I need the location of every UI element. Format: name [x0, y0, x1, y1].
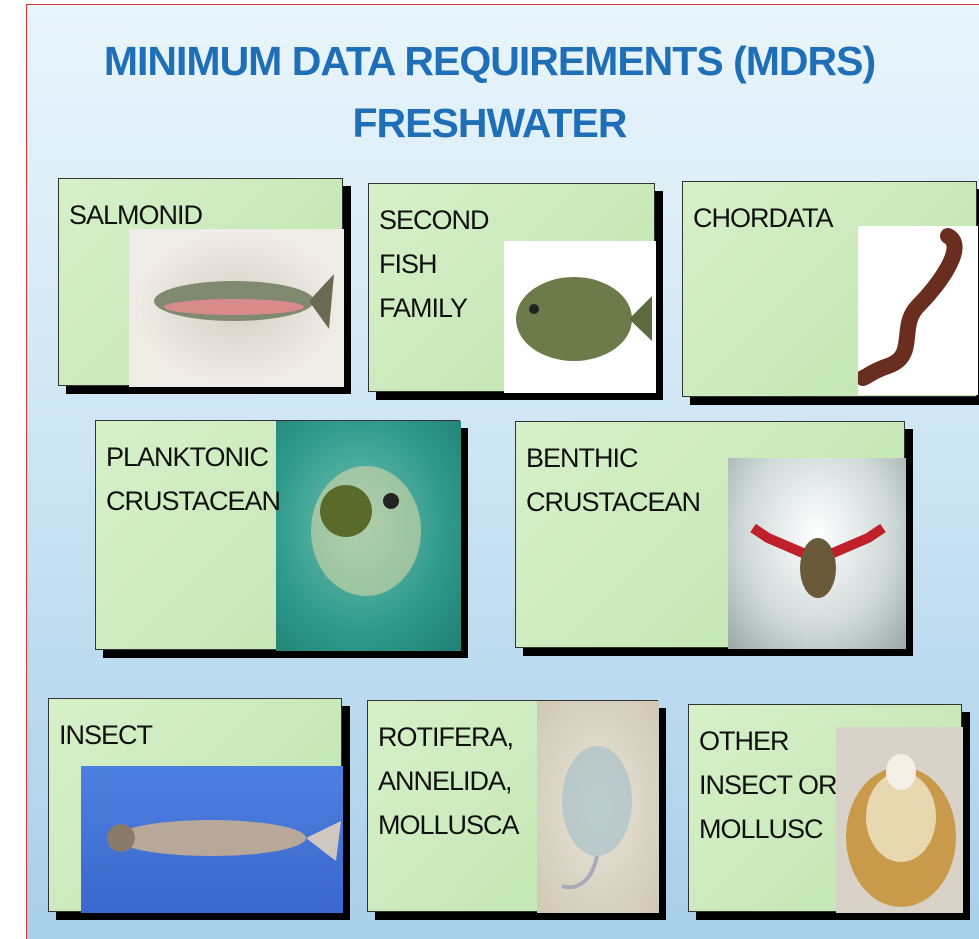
- illustration: [561, 746, 632, 890]
- card-image: [858, 226, 978, 395]
- card: PLANKTONIC CRUSTACEAN: [95, 420, 461, 651]
- card-label: OTHER INSECT OR MOLLUSC: [699, 719, 838, 851]
- card: INSECT: [48, 698, 343, 913]
- label-line: CRUSTACEAN: [106, 486, 281, 516]
- illustration: [154, 274, 334, 329]
- label-line: MOLLUSCA: [378, 810, 520, 840]
- card: ROTIFERA, ANNELIDA, MOLLUSCA: [367, 700, 659, 913]
- card-image: [276, 421, 461, 651]
- card: CHORDATA: [682, 181, 978, 397]
- card-image: [129, 229, 344, 387]
- label-line: SECOND: [379, 205, 490, 235]
- label-line: CRUSTACEAN: [526, 487, 701, 517]
- label-line: INSECT OR: [699, 770, 838, 800]
- slide-title: FRESHWATER: [352, 100, 628, 146]
- illustration: [858, 228, 963, 386]
- label-line: FAMILY: [379, 293, 468, 323]
- card-image: [728, 458, 906, 649]
- illustration: [107, 820, 341, 861]
- label-line: ANNELIDA,: [378, 766, 513, 796]
- card: OTHER INSECT OR MOLLUSC: [688, 704, 963, 913]
- label-line: ROTIFERA,: [378, 722, 514, 752]
- card-image: [504, 241, 656, 393]
- card: BENTHIC CRUSTACEAN: [515, 421, 906, 649]
- illustration: [311, 466, 421, 596]
- label-line: PLANKTONIC: [106, 442, 269, 472]
- card-label: INSECT: [59, 713, 153, 757]
- card-label: CHORDATA: [693, 196, 833, 240]
- card-label: BENTHIC CRUSTACEAN: [526, 436, 701, 524]
- slide-title: MINIMUM DATA REQUIREMENTS (MDRS): [103, 38, 876, 84]
- illustration: [846, 754, 956, 907]
- illustration: [516, 277, 652, 361]
- card-label: ROTIFERA, ANNELIDA, MOLLUSCA: [378, 715, 520, 847]
- label-line: SALMONID: [69, 200, 203, 230]
- card-image: [537, 701, 659, 913]
- card: SALMONID: [58, 178, 344, 387]
- card: SECOND FISH FAMILY: [368, 183, 656, 393]
- label-line: FISH: [379, 249, 438, 279]
- card-label: SECOND FISH FAMILY: [379, 198, 490, 330]
- label-line: BENTHIC: [526, 443, 639, 473]
- label-line: INSECT: [59, 720, 153, 750]
- card-label: SALMONID: [69, 193, 203, 237]
- card-label: PLANKTONIC CRUSTACEAN: [106, 435, 281, 523]
- illustration: [750, 523, 886, 598]
- card-image: [81, 766, 343, 913]
- label-line: OTHER: [699, 726, 789, 756]
- label-line: CHORDATA: [693, 203, 833, 233]
- label-line: MOLLUSC: [699, 814, 824, 844]
- card-image: [836, 727, 963, 913]
